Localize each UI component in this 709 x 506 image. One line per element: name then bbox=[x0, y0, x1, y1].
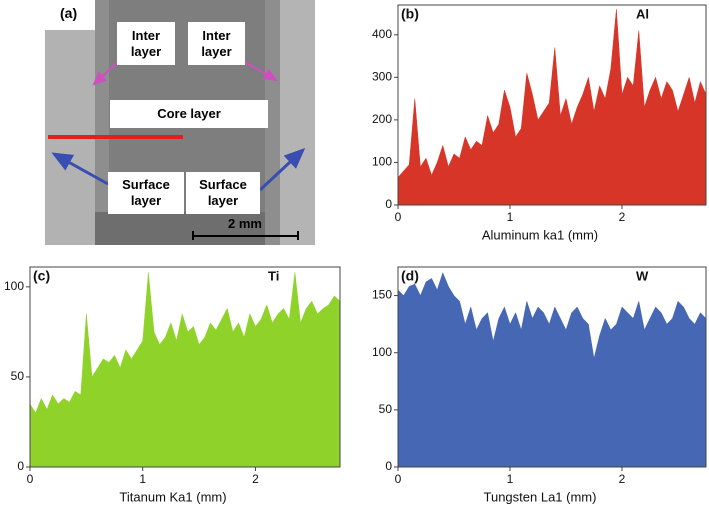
x-tick-label: 2 bbox=[252, 472, 259, 486]
panel-label: (c) bbox=[33, 268, 50, 284]
layer-label: Inter layer bbox=[188, 22, 245, 65]
y-tick-label: 200 bbox=[372, 112, 392, 126]
plot-frame bbox=[29, 266, 341, 468]
core-bottom bbox=[95, 212, 265, 245]
y-tick-label: 0 bbox=[385, 459, 392, 473]
area bbox=[397, 271, 707, 468]
surface-strip bbox=[280, 0, 315, 245]
y-tick-label: 0 bbox=[17, 459, 24, 473]
x-tick-label: 2 bbox=[619, 472, 626, 486]
y-tick-label: 100 bbox=[372, 155, 392, 169]
area bbox=[397, 9, 707, 206]
panel-label: (d) bbox=[401, 268, 419, 284]
panel-label: (a) bbox=[60, 5, 78, 21]
y-tick-label: 0 bbox=[385, 197, 392, 211]
arrow bbox=[258, 147, 306, 192]
arrow bbox=[51, 152, 109, 186]
plot-frame bbox=[397, 4, 707, 206]
y-tick-label: 300 bbox=[372, 70, 392, 84]
x-axis-label: Titanum Ka1 (mm) bbox=[119, 489, 226, 504]
x-tick-label: 1 bbox=[507, 472, 514, 486]
y-tick-label: 100 bbox=[372, 345, 392, 359]
scale-label: 2 mm bbox=[228, 216, 262, 231]
area bbox=[29, 272, 341, 468]
x-tick-label: 0 bbox=[395, 472, 402, 486]
y-tick-label: 50 bbox=[11, 369, 25, 383]
arrow bbox=[244, 61, 278, 82]
layer-label: Core layer bbox=[110, 100, 268, 128]
panel-label: (b) bbox=[401, 6, 419, 22]
y-tick-label: 100 bbox=[4, 279, 24, 293]
arrow bbox=[92, 61, 119, 86]
layer-label: Inter layer bbox=[117, 22, 175, 65]
x-axis-label: Tungsten La1 (mm) bbox=[484, 489, 597, 504]
element-label: Ti bbox=[268, 268, 279, 283]
y-tick-label: 400 bbox=[372, 27, 392, 41]
layer-label: Surface layer bbox=[186, 172, 260, 214]
plot-frame bbox=[397, 266, 707, 468]
y-tick-label: 50 bbox=[379, 402, 393, 416]
x-tick-label: 2 bbox=[619, 210, 626, 224]
x-tick-label: 1 bbox=[507, 210, 514, 224]
y-tick-label: 150 bbox=[372, 288, 392, 302]
element-label: W bbox=[636, 268, 649, 283]
x-axis-label: Aluminum ka1 (mm) bbox=[482, 227, 598, 242]
x-tick-label: 1 bbox=[139, 472, 146, 486]
x-tick-label: 0 bbox=[395, 210, 402, 224]
x-tick-label: 0 bbox=[27, 472, 34, 486]
layer-label: Surface layer bbox=[108, 172, 184, 214]
element-label: Al bbox=[636, 6, 649, 21]
